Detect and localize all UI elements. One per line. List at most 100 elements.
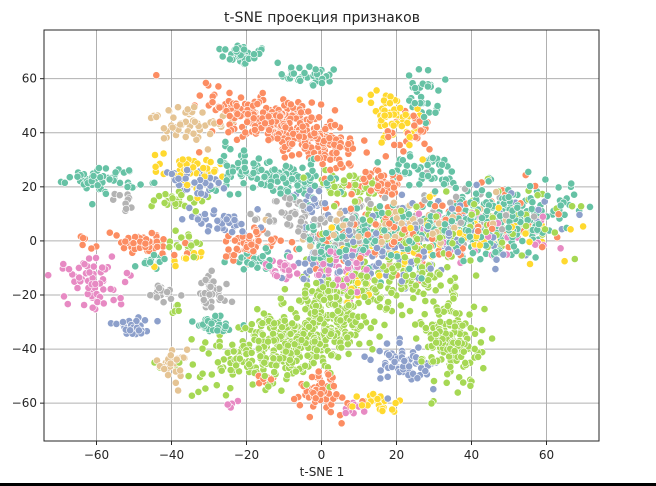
data-point: [366, 324, 375, 332]
data-point: [381, 193, 389, 202]
data-point: [305, 235, 314, 244]
data-point: [233, 110, 242, 118]
data-point: [258, 89, 267, 97]
data-point: [280, 285, 289, 294]
data-point: [431, 330, 440, 339]
data-point: [400, 356, 409, 365]
data-point: [102, 164, 110, 173]
data-point: [472, 189, 481, 198]
data-point: [91, 279, 100, 288]
data-point: [360, 352, 369, 361]
data-point: [491, 265, 500, 273]
data-point: [225, 55, 234, 64]
data-point: [405, 141, 414, 149]
data-point: [387, 251, 395, 260]
data-point: [341, 409, 350, 417]
data-point: [277, 208, 286, 217]
data-point: [429, 385, 438, 394]
data-point: [453, 248, 462, 256]
data-point: [184, 232, 193, 241]
data-point: [395, 338, 404, 347]
data-point: [60, 292, 68, 301]
data-point: [326, 165, 335, 174]
data-point: [303, 351, 312, 360]
data-point: [201, 79, 210, 87]
data-point: [406, 307, 414, 315]
data-point: [309, 222, 317, 231]
data-point: [285, 194, 294, 203]
data-point: [75, 263, 83, 272]
data-point: [363, 272, 371, 281]
data-point: [312, 279, 321, 287]
data-point: [326, 174, 335, 182]
data-point: [293, 269, 302, 278]
data-point: [392, 214, 401, 223]
data-point: [95, 164, 103, 172]
data-point: [273, 58, 282, 67]
data-point: [249, 183, 257, 192]
data-point: [302, 380, 311, 389]
data-point: [301, 142, 310, 150]
data-point: [298, 163, 307, 172]
data-point: [280, 316, 289, 325]
data-point: [570, 190, 578, 199]
data-point: [356, 322, 365, 330]
data-point: [181, 174, 190, 183]
data-point: [297, 108, 305, 117]
data-point: [285, 213, 294, 222]
data-point: [397, 277, 406, 286]
data-point: [234, 190, 243, 198]
data-point: [285, 252, 294, 261]
data-point: [168, 194, 177, 203]
data-point: [351, 180, 360, 189]
data-point: [190, 117, 199, 126]
data-point: [248, 380, 257, 389]
data-point: [521, 229, 530, 238]
data-point: [317, 247, 325, 256]
data-point: [525, 237, 534, 246]
data-point: [344, 349, 353, 358]
data-point: [245, 232, 254, 240]
data-point: [121, 278, 129, 286]
data-point: [420, 113, 428, 121]
data-point: [59, 260, 68, 268]
data-point: [465, 310, 474, 319]
data-point: [377, 138, 386, 147]
data-point: [102, 189, 110, 198]
data-point: [291, 367, 300, 376]
data-point: [373, 158, 382, 167]
data-point: [466, 381, 475, 390]
data-point: [417, 274, 426, 283]
y-axis-ticks: −60 −40 −20 0 20 40 60: [12, 72, 44, 410]
data-point: [344, 140, 353, 148]
data-point: [240, 146, 248, 155]
data-point: [320, 295, 328, 304]
data-point: [250, 50, 258, 59]
data-point: [335, 267, 344, 276]
y-tick-label: −20: [12, 288, 37, 302]
data-point: [283, 220, 292, 229]
data-point: [488, 224, 496, 233]
data-point: [408, 271, 417, 279]
data-point: [445, 318, 454, 326]
data-point: [63, 300, 72, 308]
data-point: [376, 374, 385, 383]
data-point: [308, 166, 317, 175]
data-point: [261, 119, 269, 128]
data-point: [232, 244, 241, 253]
data-point: [441, 75, 450, 84]
data-point: [456, 218, 465, 227]
data-point: [99, 299, 108, 308]
data-point: [482, 227, 490, 236]
data-point: [326, 247, 335, 256]
data-point: [293, 348, 301, 357]
data-point: [210, 206, 218, 215]
y-tick-label: −60: [12, 396, 37, 410]
data-point: [238, 227, 247, 236]
data-point: [387, 288, 396, 297]
data-point: [307, 98, 316, 107]
data-point: [325, 134, 334, 142]
data-point: [492, 188, 501, 196]
data-point: [119, 318, 127, 326]
data-point: [534, 220, 543, 228]
